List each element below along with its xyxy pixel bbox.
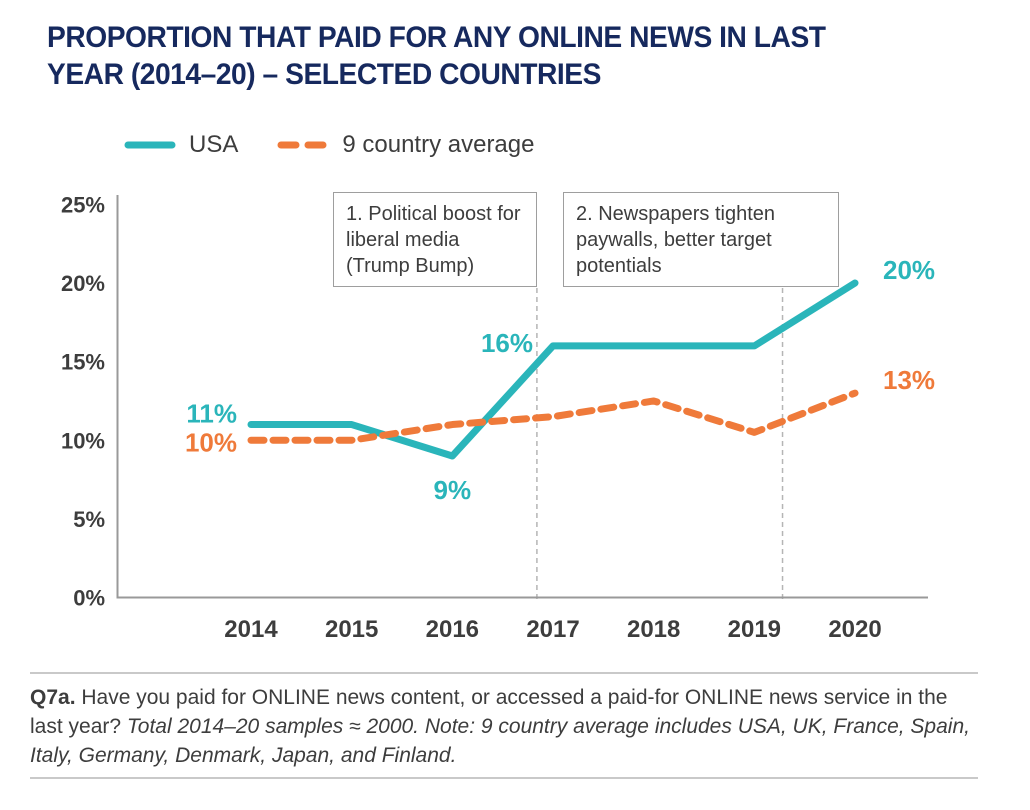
annotation-text-1: 1. Political boost for liberal media (Tr… [346,203,521,277]
point-label: 10% [185,427,237,457]
footer-divider-bottom [30,777,978,779]
page-title-line2: YEAR (2014–20) – SELECTED COUNTRIES [47,57,601,91]
axis-lines [116,195,928,599]
point-label: 11% [186,399,237,429]
question-label: Q7a. [30,686,76,709]
point-label: 9% [434,475,472,505]
legend-item-average: 9 country average [276,131,534,159]
sample-note-text: Total 2014–20 samples ≈ 2000. Note: 9 co… [30,714,970,767]
annotation-box-political-boost: 1. Political boost for liberal media (Tr… [333,192,537,287]
annotation-box-paywalls: 2. Newspapers tighten paywalls, better t… [563,192,839,287]
y-tick-label: 20% [61,271,105,296]
legend-label-average: 9 country average [342,131,535,158]
point-label: 16% [481,328,533,358]
x-tick-label: 2015 [325,616,378,643]
x-tick-label: 2014 [224,616,278,643]
annotation-text-2: 2. Newspapers tighten paywalls, better t… [576,203,776,277]
x-tick-label: 2018 [627,616,680,643]
y-tick-label: 10% [61,428,105,453]
average-line [247,389,859,444]
x-tick-label: 2016 [426,616,479,643]
page-title-line1: PROPORTION THAT PAID FOR ANY ONLINE NEWS… [47,21,826,54]
legend-item-usa: USA [123,131,238,159]
y-tick-label: 25% [61,192,105,217]
chart-legend: USA 9 country average [123,131,534,159]
y-tick-label: 0% [73,586,105,611]
x-tick-label: 2017 [526,616,579,643]
usa-line [247,279,859,460]
x-tick-label: 2020 [828,616,881,643]
y-tick-label: 15% [61,350,105,375]
footer-divider-top [30,672,978,674]
footer-note: Q7a. Have you paid for ONLINE news conte… [30,684,982,771]
point-label: 13% [883,365,935,395]
usa-line-icon [124,141,176,149]
point-label: 20% [883,255,935,285]
question-text: Have you paid for ONLINE news content, o… [30,686,948,738]
y-tick-label: 5% [73,507,105,532]
legend-label-usa: USA [189,131,239,158]
average-dashed-line-icon [277,141,329,149]
x-tick-label: 2019 [728,616,781,643]
page-title: PROPORTION THAT PAID FOR ANY ONLINE NEWS… [47,20,968,93]
